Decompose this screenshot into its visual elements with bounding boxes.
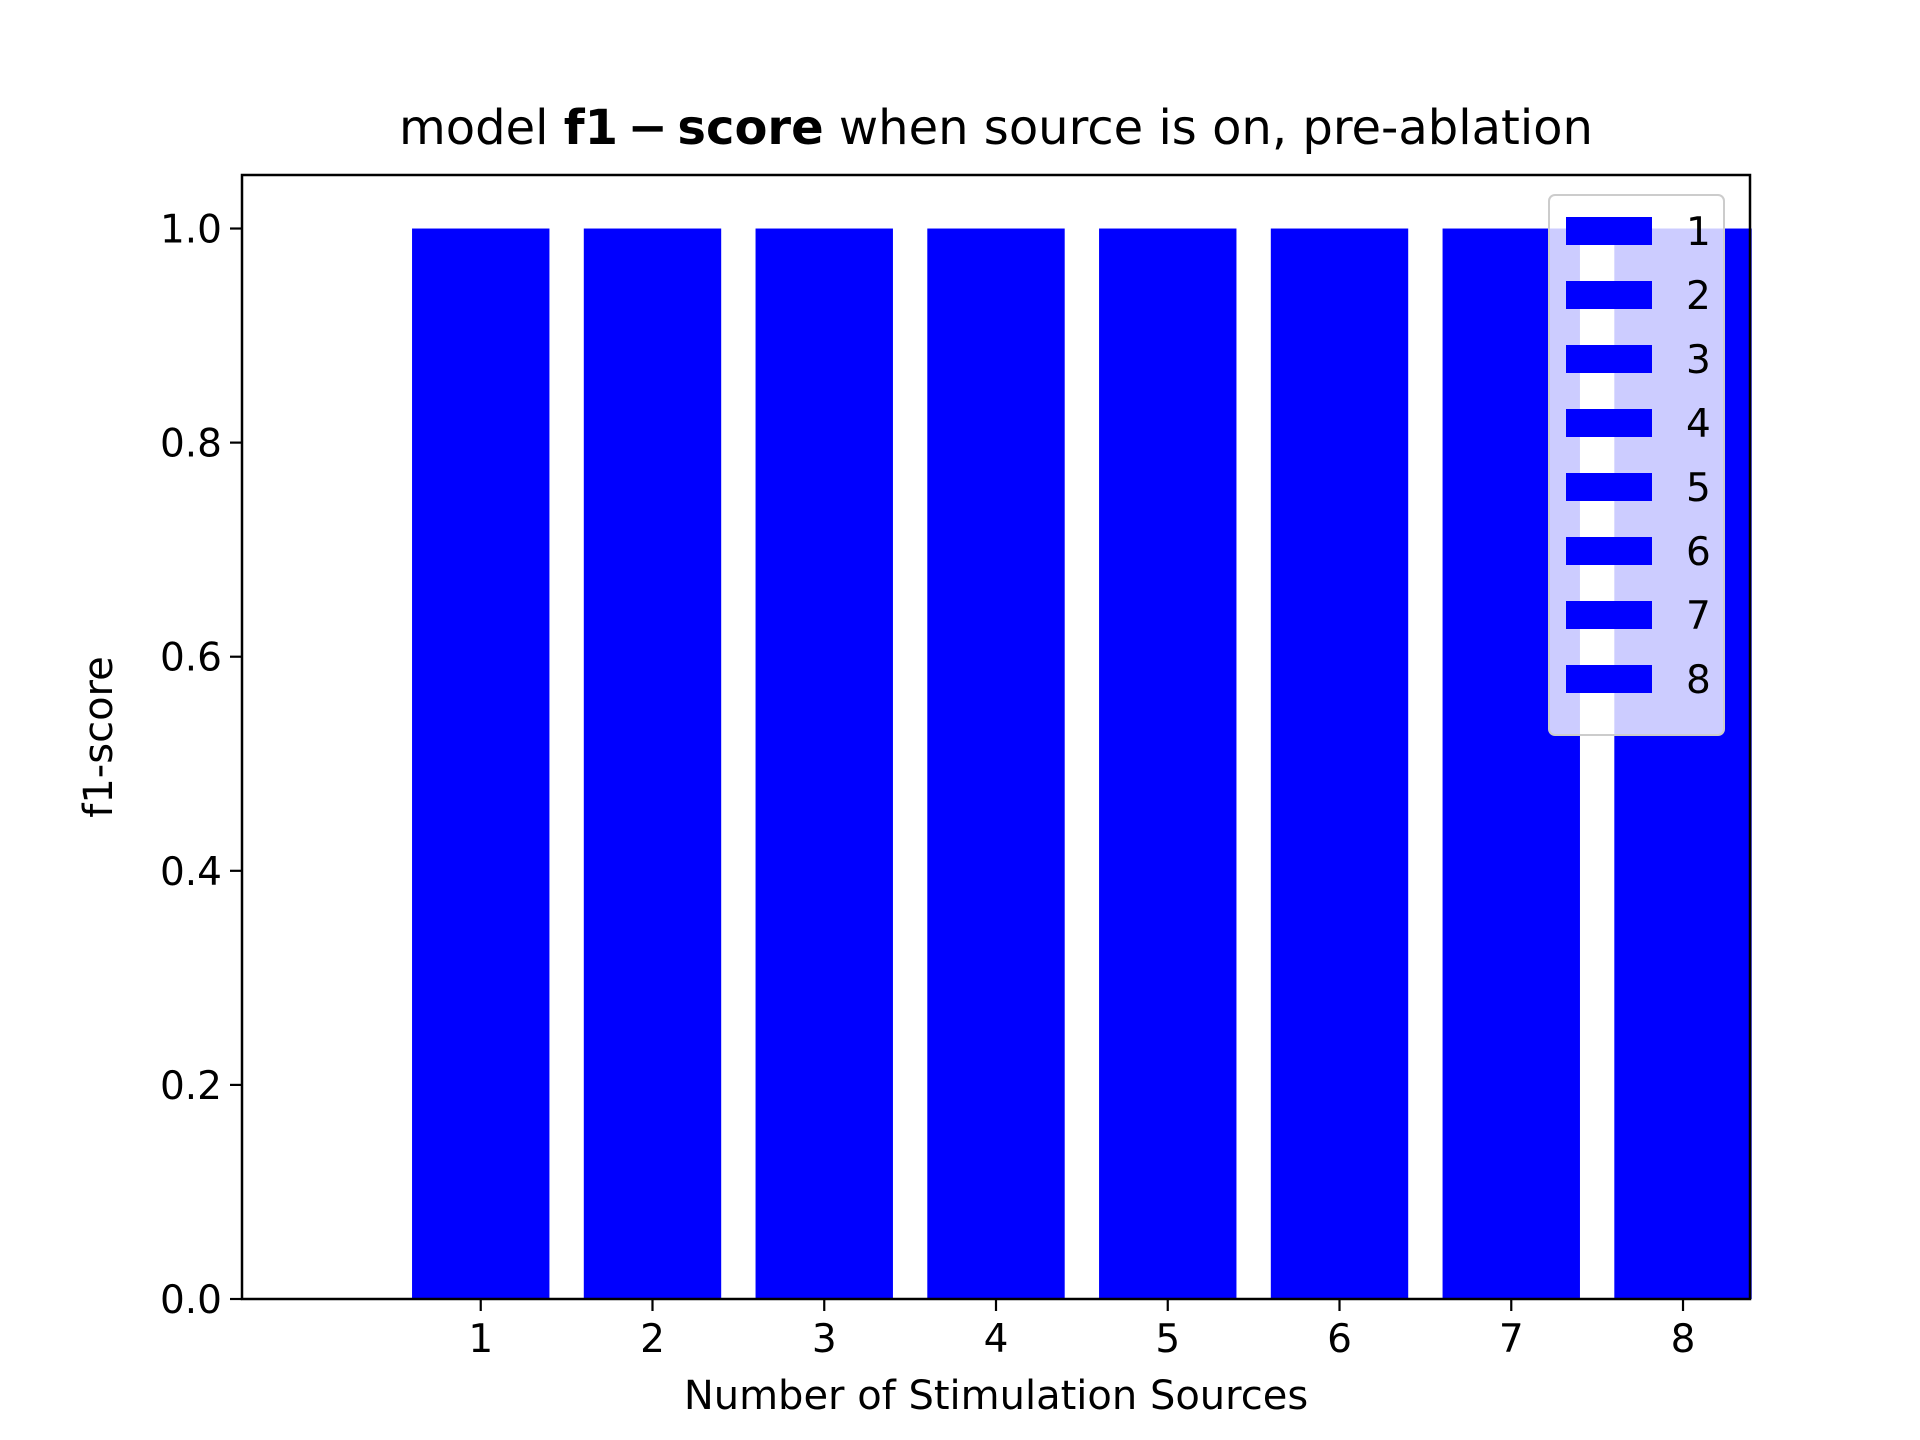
legend-label: 4	[1686, 402, 1711, 447]
y-tick-label: 0.8	[160, 422, 222, 467]
legend-label: 1	[1686, 210, 1711, 255]
bar	[1270, 228, 1409, 1299]
legend-box	[1548, 194, 1725, 736]
legend-swatch	[1566, 217, 1652, 245]
legend: 1 2 3 4 5 6 7 8	[1548, 194, 1725, 736]
legend-swatch	[1566, 345, 1652, 373]
chart-title-suffix: when source is on, pre-ablation	[823, 100, 1593, 156]
legend-swatch	[1566, 281, 1652, 309]
legend-label: 7	[1686, 594, 1711, 639]
legend-label: 2	[1686, 274, 1711, 319]
legend-swatch	[1566, 537, 1652, 565]
bar	[927, 228, 1065, 1299]
legend-label: 8	[1686, 658, 1711, 703]
x-tick-label: 4	[984, 1317, 1009, 1362]
chart-title-bold: f1 − score	[563, 100, 824, 156]
bars-group	[412, 228, 1752, 1299]
bar	[755, 228, 893, 1299]
legend-swatch	[1566, 473, 1652, 501]
y-tick-label: 1.0	[160, 208, 222, 253]
x-axis: 1 2 3 4 5 6 7 8	[468, 1299, 1695, 1362]
x-tick-label: 3	[812, 1317, 837, 1362]
legend-swatch	[1566, 601, 1652, 629]
x-tick-label: 6	[1327, 1317, 1352, 1362]
y-tick-label: 0.0	[160, 1278, 222, 1323]
legend-swatch	[1566, 665, 1652, 693]
y-tick-label: 0.2	[160, 1064, 222, 1109]
x-tick-label: 1	[468, 1317, 493, 1362]
x-tick-label: 2	[640, 1317, 665, 1362]
y-axis-label: f1-score	[76, 656, 122, 817]
chart-title: model f1 − score when source is on, pre-…	[242, 100, 1750, 156]
legend-label: 3	[1686, 338, 1711, 383]
legend-label: 5	[1686, 466, 1711, 511]
chart-title-prefix: model	[399, 100, 564, 156]
x-tick-label: 5	[1155, 1317, 1180, 1362]
bar	[412, 228, 550, 1299]
x-axis-label: Number of Stimulation Sources	[684, 1373, 1308, 1419]
x-tick-label: 7	[1499, 1317, 1524, 1362]
x-tick-label: 8	[1671, 1317, 1696, 1362]
legend-swatch	[1566, 409, 1652, 437]
legend-label: 6	[1686, 530, 1711, 575]
y-tick-label: 0.4	[160, 850, 222, 895]
bar	[1099, 228, 1237, 1299]
y-tick-label: 0.6	[160, 636, 222, 681]
bar	[583, 228, 722, 1299]
y-axis: 0.0 0.2 0.4 0.6 0.8 1.0	[160, 208, 242, 1323]
plot-frame	[240, 173, 1752, 1301]
